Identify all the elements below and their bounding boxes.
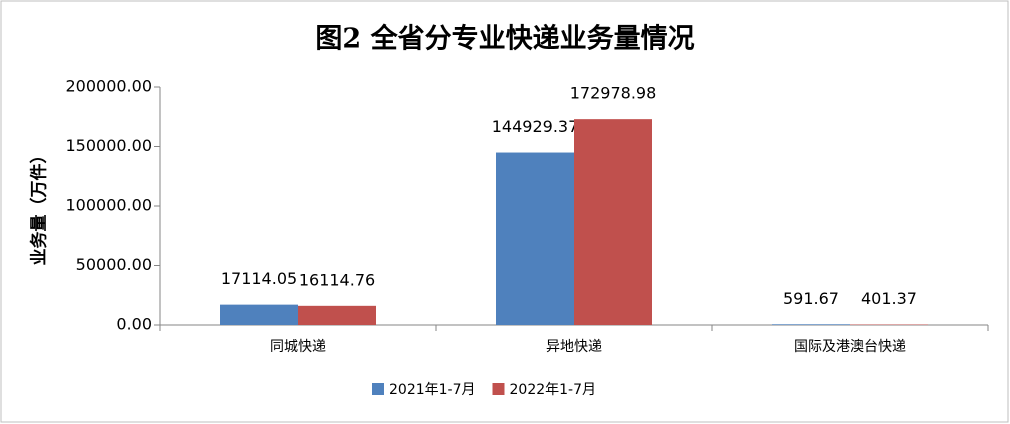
y-tick-label: 0.00 xyxy=(116,315,152,334)
x-tick-label: 国际及港澳台快递 xyxy=(794,339,906,355)
value-label: 16114.76 xyxy=(299,270,375,289)
value-label: 172978.98 xyxy=(570,84,657,103)
value-label: 591.67 xyxy=(783,289,839,308)
y-axis-label: 业务量（万件） xyxy=(29,147,50,266)
y-tick-label: 150000.00 xyxy=(65,136,152,155)
value-label: 144929.37 xyxy=(492,117,579,136)
bar xyxy=(772,324,850,325)
legend-swatch xyxy=(372,383,384,395)
bar xyxy=(298,305,376,325)
y-tick-label: 100000.00 xyxy=(65,196,152,215)
bar xyxy=(220,304,298,325)
bar xyxy=(574,119,652,325)
y-tick-label: 200000.00 xyxy=(65,77,152,96)
legend-label: 2022年1-7月 xyxy=(510,382,597,398)
chart-title: 图2 全省分专业快递业务量情况 xyxy=(315,23,694,55)
bar xyxy=(496,152,574,325)
y-tick-label: 50000.00 xyxy=(76,255,152,274)
legend-label: 2021年1-7月 xyxy=(389,382,476,398)
value-label: 401.37 xyxy=(861,289,917,308)
x-tick-label: 异地快递 xyxy=(546,339,602,355)
value-label: 17114.05 xyxy=(221,269,297,288)
x-tick-label: 同城快递 xyxy=(270,339,326,355)
legend-swatch xyxy=(492,383,505,395)
